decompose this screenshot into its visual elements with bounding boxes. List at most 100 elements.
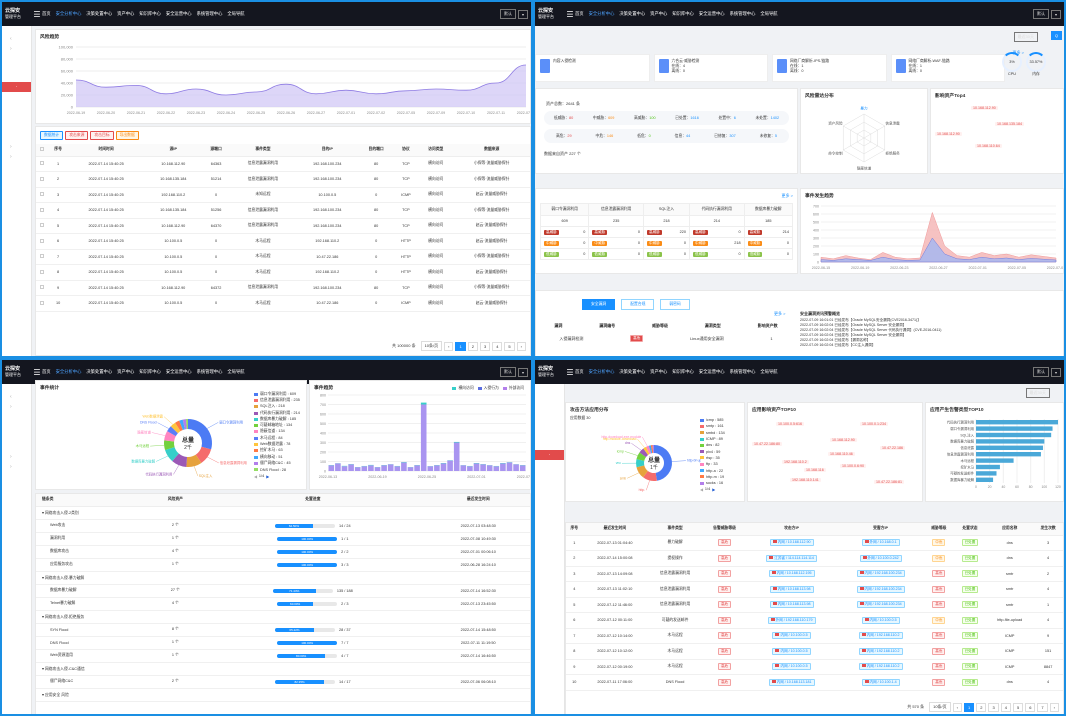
bar[interactable]	[513, 464, 519, 471]
legend-item[interactable]: DNS Flood : 28	[254, 467, 300, 473]
legend-item[interactable]: 挖矿木马 : 63	[254, 448, 300, 454]
nav-item[interactable]: 全局导航	[227, 369, 245, 374]
legend-item[interactable]: 数据库暴力破解 : 185	[254, 416, 300, 422]
nav-item[interactable]: 知识库中心	[672, 11, 694, 16]
donut-slice[interactable]	[643, 470, 657, 481]
donut-slice[interactable]	[188, 419, 213, 450]
row-checkbox[interactable]	[40, 238, 45, 243]
page-button[interactable]: 7	[1037, 702, 1048, 712]
more-link[interactable]: 更多 >	[774, 311, 786, 316]
donut-slice[interactable]	[182, 419, 187, 430]
page-button[interactable]: 4	[1000, 702, 1011, 712]
hbar[interactable]	[976, 471, 997, 476]
table-row[interactable]: 数据库暴力破解 27 个 71.43% 135 / 188 2022-07-14 16:…	[36, 584, 530, 598]
more-link[interactable]: 更多 >	[781, 193, 793, 198]
nav-item[interactable]: 首页	[42, 11, 51, 16]
chevron-right-icon[interactable]: ›	[10, 144, 12, 150]
ip-tag[interactable]: 内网 / 10.100.0.5	[772, 632, 811, 640]
chevron-down-icon[interactable]: ▾	[42, 692, 45, 697]
impact-ip[interactable]: 10.47.22.186:80	[752, 442, 782, 446]
table-row[interactable]: 9 2022-07-12 00:19:00 木马远程 高危 内网 / 10.100.0.…	[566, 659, 1063, 675]
notice-item[interactable]: 2022-07-09 16:02:04 已经发布【Oracle MySQL Se…	[800, 328, 942, 332]
top-asset-ip[interactable]: 10.168.110.64	[975, 144, 1002, 148]
search-button[interactable]: Q	[1050, 31, 1062, 40]
chevron-right-icon[interactable]: ›	[10, 46, 12, 52]
caret-left-icon[interactable]: ◀	[700, 487, 703, 492]
group-row[interactable]: ▾ 网络攻击入侵-2类别	[36, 506, 530, 520]
legend-item[interactable]: 木马远程 : 84	[254, 435, 300, 441]
asset-stat[interactable]: 高危：29	[555, 133, 572, 138]
bar[interactable]	[401, 462, 407, 471]
probe-card[interactable]: 六合云·威胁检测 在线：4 离线：0	[653, 54, 768, 82]
ip-tag[interactable]: 内网 / 192.168.110.2	[858, 647, 903, 655]
nav-item[interactable]: 安全分析中心	[55, 11, 82, 16]
donut-slice[interactable]	[646, 445, 652, 455]
chevron-left-icon[interactable]: ‹	[10, 394, 12, 400]
ip-tag[interactable]: 内网 / 10.168.112.195	[768, 570, 815, 578]
bar[interactable]	[460, 465, 467, 471]
legend-item[interactable]: icmp : 585	[700, 417, 725, 423]
page-button[interactable]: 3	[479, 341, 491, 351]
legend-item[interactable]: rtsp : 35	[700, 455, 725, 461]
ip-tag[interactable]: 内网 / 10.168.112.90	[769, 539, 814, 547]
chevron-down-icon[interactable]: ▾	[42, 575, 45, 580]
legend-item[interactable]: http-m : 19	[700, 474, 725, 480]
ip-tag[interactable]: 外网 / 192.168.110.179	[767, 616, 816, 624]
ip-tag[interactable]: 内网 / 192.168.110.2	[858, 663, 903, 671]
subtab[interactable]: 配置合规	[621, 299, 655, 310]
chevron-down-icon[interactable]: ▾	[517, 9, 528, 19]
nav-item[interactable]: 首页	[575, 369, 584, 374]
impact-ip[interactable]: 10.100.0.6:90	[840, 464, 866, 468]
asset-stat[interactable]: 已处置：1616	[675, 115, 699, 120]
impact-ip[interactable]: 10.168.116	[804, 468, 826, 472]
table-row[interactable]: Telnet暴力破解 4 个 60.00% 2 / 3 2022-07-13 23:45…	[36, 597, 530, 611]
bar[interactable]	[348, 464, 354, 471]
legend-item[interactable]: ICMP : 89	[700, 436, 725, 442]
hbar[interactable]	[976, 439, 1045, 444]
nav-item[interactable]: 全局导航	[760, 11, 778, 16]
nav-item[interactable]: 系统管理中心	[729, 11, 756, 16]
impact-ip[interactable]: 10.47.22.186:81	[874, 480, 904, 484]
next-page-button[interactable]: ›	[1049, 702, 1059, 712]
page-button[interactable]: 5	[504, 341, 515, 351]
ip-tag[interactable]: 内网 / 10.168.113.181	[768, 678, 815, 686]
table-row[interactable]: 1 2022-07-14 15:40:25 10.168.112.90 64363 信息…	[36, 156, 530, 172]
impact-ip[interactable]: 10.100.0.5:616	[776, 422, 804, 426]
sidebar-active-item[interactable]: ·	[535, 450, 564, 460]
table-row[interactable]: 漏洞利用 1 个 100.00% 1 / 1 2022-07-08 10:49:30	[36, 532, 530, 546]
nav-item[interactable]: 安全分析中心	[55, 369, 82, 374]
more-link[interactable]: 更多 >	[1012, 50, 1024, 55]
nav-item[interactable]: 决策处置中心	[619, 11, 646, 16]
bar[interactable]	[506, 462, 513, 471]
chevron-down-icon[interactable]: ▾	[42, 614, 45, 619]
ip-tag[interactable]: 内网 / 192.168.100.234	[856, 601, 905, 609]
probe-card[interactable]: 内容入侵检测	[535, 54, 650, 82]
asset-stat[interactable]: 处置中：6	[718, 115, 736, 120]
row-checkbox[interactable]	[40, 223, 45, 228]
donut-slice[interactable]	[164, 440, 175, 450]
prev-page-button[interactable]: ‹	[444, 341, 454, 351]
ip-tag[interactable]: 内网 / 192.168.100.234	[856, 570, 905, 578]
bar[interactable]	[500, 463, 506, 471]
page-button[interactable]: 1	[964, 702, 975, 712]
donut-slice[interactable]	[172, 453, 188, 467]
legend-item[interactable]: 信息泄露漏洞利用 : 235	[254, 397, 300, 403]
asset-stat[interactable]: 高威胁：100	[634, 115, 656, 120]
toolbar-button[interactable]: 攻击来源	[65, 131, 89, 140]
bar[interactable]	[473, 463, 480, 471]
ip-tag[interactable]: 内网 / 10.168.113.98	[769, 601, 814, 609]
nav-item[interactable]: 决策处置中心	[86, 369, 113, 374]
ip-tag[interactable]: 内网 / 10.100.0.5	[772, 663, 811, 671]
chevron-down-icon[interactable]: ▾	[1050, 367, 1061, 377]
bar[interactable]	[453, 442, 460, 472]
time-range-select[interactable]: 最近30天	[1025, 388, 1050, 398]
notice-item[interactable]: 2022-07-09 16:02:04 已经发布【CC注入漏洞】	[800, 343, 876, 347]
donut-slice[interactable]	[636, 465, 648, 478]
nav-item[interactable]: 资产中心	[117, 11, 135, 16]
asset-stat[interactable]: 未处置：1402	[755, 115, 780, 120]
group-row[interactable]: ▾ 网络攻击入侵-拒绝服务	[36, 610, 530, 624]
hbar[interactable]	[976, 426, 1053, 431]
chevron-down-icon[interactable]: ▾	[42, 666, 45, 671]
asset-stat[interactable]: 低危：0	[637, 133, 651, 138]
probe-card[interactable]: 网络厂商解析-IPS-链路 在线：1 离线：0	[772, 54, 887, 82]
